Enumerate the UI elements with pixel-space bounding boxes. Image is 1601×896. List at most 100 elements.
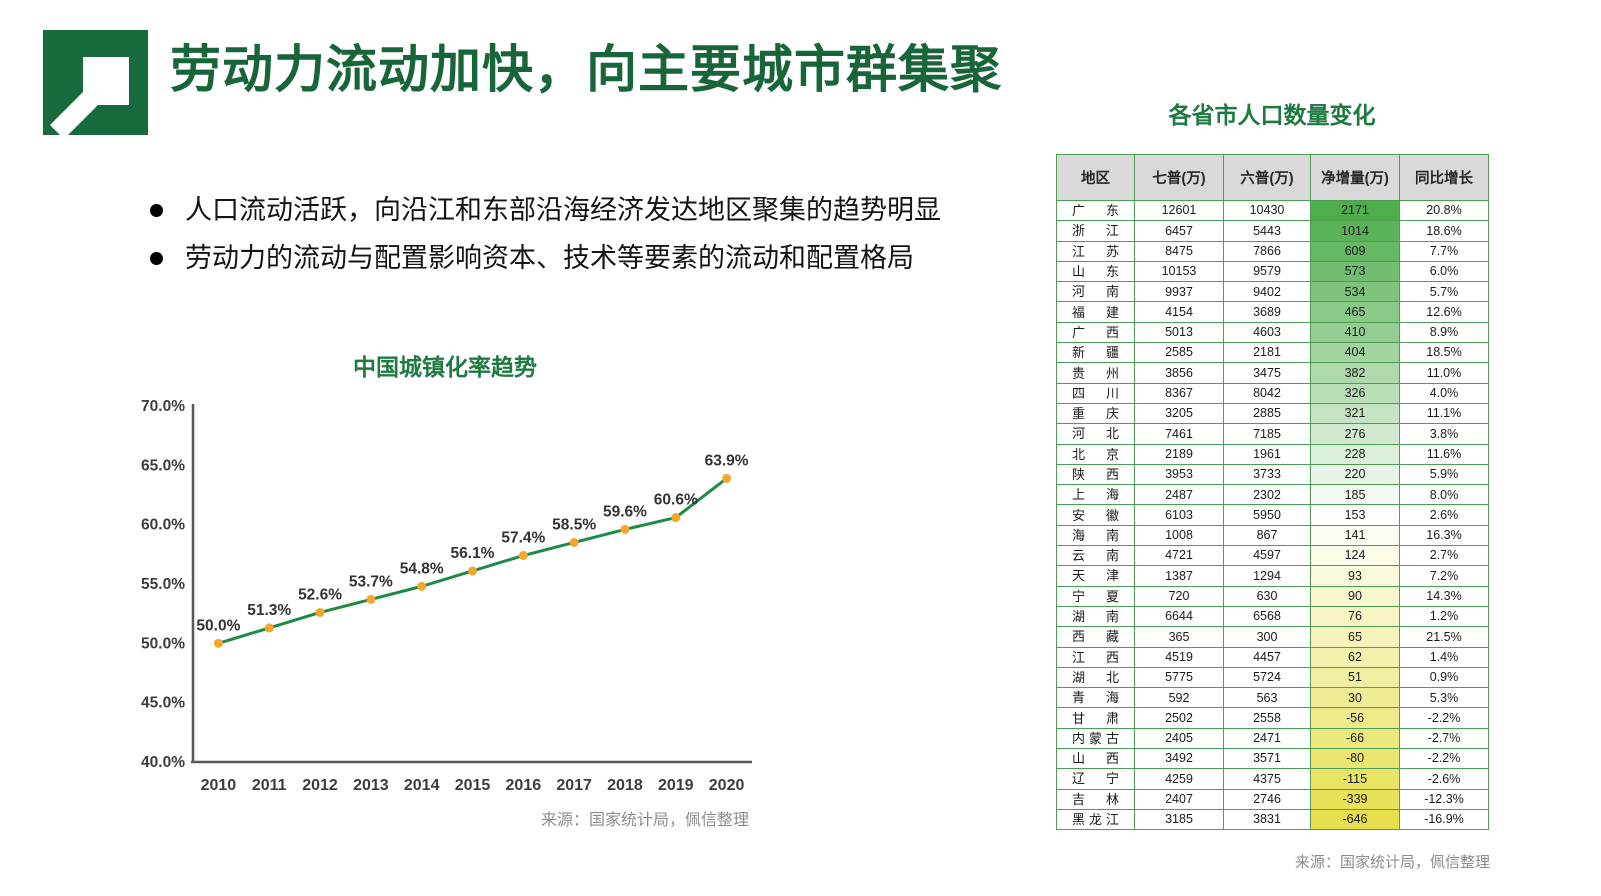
table-row: 辽宁 4259 4375 -115 -2.6%	[1056, 768, 1489, 790]
region-name: 山西	[1072, 751, 1119, 767]
y-tick-label: 60.0%	[141, 517, 185, 534]
net-increase-cell: 1014	[1310, 220, 1400, 242]
census6-cell: 3733	[1223, 463, 1311, 486]
net-increase-cell: 276	[1310, 423, 1400, 445]
data-point-label: 57.4%	[501, 530, 545, 547]
yoy-growth-cell: -2.6%	[1399, 768, 1489, 790]
region-name: 浙江	[1072, 223, 1119, 239]
yoy-growth-cell: 16.3%	[1399, 524, 1489, 547]
yoy-growth-cell: 7.7%	[1399, 240, 1489, 262]
region-name: 甘肃	[1072, 710, 1119, 726]
table-row: 江苏 8475 7866 609 7.7%	[1056, 240, 1489, 262]
net-increase-cell: 90	[1310, 585, 1400, 607]
region-cell: 广东	[1056, 199, 1135, 222]
net-increase-cell: -646	[1310, 808, 1400, 831]
x-tick-label: 2010	[201, 777, 237, 794]
region-name: 广西	[1072, 324, 1119, 340]
region-cell: 宁夏	[1056, 585, 1135, 607]
region-cell: 山西	[1056, 748, 1135, 770]
census7-cell: 8367	[1134, 382, 1224, 404]
region-cell: 天津	[1056, 565, 1135, 587]
yoy-growth-cell: 2.7%	[1399, 545, 1489, 567]
region-cell: 湖北	[1056, 666, 1135, 689]
bullet-item: 劳动力的流动与配置影响资本、技术等要素的流动和配置格局	[150, 242, 1050, 274]
data-point-marker	[722, 473, 732, 483]
yoy-growth-cell: 8.0%	[1399, 484, 1489, 506]
x-tick-label: 2017	[556, 777, 592, 794]
yoy-growth-cell: 7.2%	[1399, 565, 1489, 587]
census6-cell: 4375	[1223, 768, 1311, 790]
x-tick-label: 2012	[302, 777, 338, 794]
census6-cell: 630	[1223, 585, 1311, 607]
net-increase-cell: 410	[1310, 321, 1400, 344]
census6-cell: 2558	[1223, 707, 1311, 729]
net-increase-cell: -115	[1310, 768, 1400, 790]
data-point-marker	[468, 566, 477, 576]
census7-cell: 1008	[1134, 524, 1224, 547]
yoy-growth-cell: -2.7%	[1399, 727, 1489, 750]
census6-cell: 6568	[1223, 605, 1311, 628]
census6-cell: 1961	[1223, 443, 1311, 465]
data-point-label: 52.6%	[298, 586, 342, 603]
region-name: 吉林	[1072, 791, 1119, 807]
yoy-growth-cell: -12.3%	[1399, 788, 1489, 810]
table-row: 上海 2487 2302 185 8.0%	[1056, 484, 1489, 506]
census7-cell: 3205	[1134, 402, 1224, 425]
data-point-marker	[315, 607, 325, 617]
yoy-growth-cell: 8.9%	[1399, 321, 1489, 344]
region-cell: 江苏	[1056, 240, 1135, 262]
y-tick-label: 55.0%	[141, 576, 185, 593]
region-cell: 吉林	[1056, 788, 1135, 810]
table-row: 重庆 3205 2885 321 11.1%	[1056, 402, 1489, 425]
data-point-marker	[518, 551, 528, 561]
region-name: 海南	[1072, 527, 1119, 543]
table-row: 天津 1387 1294 93 7.2%	[1056, 565, 1489, 587]
census7-cell: 365	[1134, 626, 1224, 648]
net-increase-cell: 228	[1310, 443, 1400, 465]
net-increase-cell: 30	[1310, 687, 1400, 709]
region-cell: 北京	[1056, 443, 1135, 465]
census7-cell: 7461	[1134, 423, 1224, 445]
table-row: 内蒙古 2405 2471 -66 -2.7%	[1056, 727, 1489, 750]
net-increase-cell: 62	[1310, 646, 1400, 668]
x-tick-label: 2014	[404, 777, 440, 794]
census6-cell: 2181	[1223, 342, 1311, 364]
chart-source-note: 来源：国家统计局，佩信整理	[540, 810, 749, 829]
data-point-marker	[620, 524, 630, 534]
region-cell: 黑龙江	[1056, 808, 1135, 831]
net-increase-cell: 153	[1310, 504, 1400, 526]
yoy-growth-cell: 1.2%	[1399, 605, 1489, 628]
net-increase-cell: 404	[1310, 342, 1400, 364]
region-cell: 辽宁	[1056, 768, 1135, 790]
region-cell: 重庆	[1056, 402, 1135, 425]
region-name: 内蒙古	[1072, 730, 1119, 746]
census6-cell: 4597	[1223, 545, 1311, 567]
census6-cell: 5724	[1223, 666, 1311, 689]
population-change-table: 地区 七普(万) 六普(万) 净增量(万) 同比增长 广东 12601 10430 2171 2…	[1056, 154, 1489, 831]
region-name: 江西	[1072, 649, 1119, 665]
table-row: 西藏 365 300 65 21.5%	[1056, 626, 1489, 648]
region-name: 陕西	[1072, 467, 1119, 482]
net-increase-cell: 65	[1310, 626, 1400, 648]
net-increase-cell: -80	[1310, 748, 1400, 770]
census6-cell: 9579	[1223, 260, 1311, 283]
census7-cell: 4519	[1134, 646, 1224, 668]
data-point-marker	[264, 623, 274, 633]
region-name: 福建	[1072, 304, 1119, 320]
data-point-label: 58.5%	[552, 516, 596, 533]
census7-cell: 2585	[1134, 342, 1224, 364]
census6-cell: 1294	[1223, 565, 1311, 587]
region-cell: 新疆	[1056, 342, 1135, 364]
net-increase-cell: 76	[1310, 605, 1400, 628]
census6-cell: 300	[1223, 626, 1311, 648]
table-row: 云南 4721 4597 124 2.7%	[1056, 545, 1489, 567]
table-row: 甘肃 2502 2558 -56 -2.2%	[1056, 707, 1489, 729]
census6-cell: 7185	[1223, 423, 1311, 445]
chart-title: 中国城镇化率趋势	[353, 354, 537, 380]
census7-cell: 8475	[1134, 240, 1224, 262]
company-logo-icon	[43, 30, 148, 142]
census7-cell: 6103	[1134, 504, 1224, 526]
region-name: 黑龙江	[1072, 812, 1119, 828]
census7-cell: 10153	[1134, 260, 1224, 283]
census6-cell: 5443	[1223, 220, 1311, 242]
